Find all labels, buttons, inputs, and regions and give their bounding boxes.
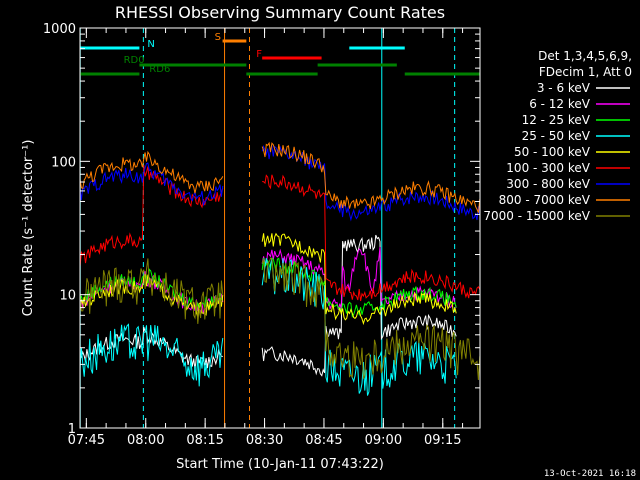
x-tick-label: 08:00 xyxy=(127,433,164,448)
series-line-3 xyxy=(79,323,224,387)
legend-label-3: 25 - 50 keV xyxy=(522,129,591,143)
series-line-4 xyxy=(261,232,457,326)
legend-header-1: Det 1,3,4,5,6,9, xyxy=(538,49,632,63)
series-line-5 xyxy=(79,164,224,267)
series-line-5 xyxy=(262,174,481,302)
x-tick-label: 08:15 xyxy=(186,433,223,448)
series-line-7 xyxy=(261,141,481,213)
x-tick-label: 08:45 xyxy=(305,433,342,448)
legend-label-8: 7000 - 15000 keV xyxy=(483,209,590,223)
legend-label-5: 100 - 300 keV xyxy=(506,161,590,175)
y-tick-label: 1 xyxy=(68,422,76,437)
series-line-6 xyxy=(79,162,224,207)
y-tick-label: 100 xyxy=(51,155,76,170)
x-axis-label: Start Time (10-Jan-11 07:43:22) xyxy=(176,457,384,472)
flag-label-rd6: RD6 xyxy=(149,64,170,75)
x-tick-label: 09:00 xyxy=(365,433,402,448)
plot-frame xyxy=(79,27,481,429)
x-tick-label: 07:45 xyxy=(68,433,105,448)
legend-header-2: FDecim 1, Att 0 xyxy=(539,65,632,79)
flag-label-rd0: RD0 xyxy=(124,55,145,66)
x-tick-label: 09:15 xyxy=(424,433,461,448)
y-axis-label: Count Rate (s⁻¹ detector⁻¹) xyxy=(21,140,36,317)
series-line-8 xyxy=(79,258,224,324)
series-line-7 xyxy=(79,150,224,194)
flag-label-f: F xyxy=(256,49,262,60)
flag-label-n: N xyxy=(147,39,154,50)
legend-label-2: 12 - 25 keV xyxy=(522,113,591,127)
footer-timestamp: 13-Oct-2021 16:18 xyxy=(544,469,636,479)
legend-label-1: 6 - 12 keV xyxy=(529,97,591,111)
plot-area: N S F RD0 RD6 1 10 100 1000 07:45 08:00 08:15 08:30 0… xyxy=(43,22,481,448)
flag-label-s: S xyxy=(215,32,221,43)
y-tick-label: 1000 xyxy=(43,22,76,37)
series-line-0 xyxy=(261,234,457,377)
series-line-8 xyxy=(261,257,481,381)
legend-label-6: 300 - 800 keV xyxy=(506,177,590,191)
legend-label-0: 3 - 6 keV xyxy=(537,81,591,95)
legend-label-7: 800 - 7000 keV xyxy=(499,193,591,207)
legend-label-4: 50 - 100 keV xyxy=(514,145,591,159)
chart-title: RHESSI Observing Summary Count Rates xyxy=(115,3,445,22)
series-line-2 xyxy=(261,257,457,318)
y-tick-label: 10 xyxy=(59,289,76,304)
series-line-6 xyxy=(261,144,481,222)
x-tick-label: 08:30 xyxy=(246,433,283,448)
